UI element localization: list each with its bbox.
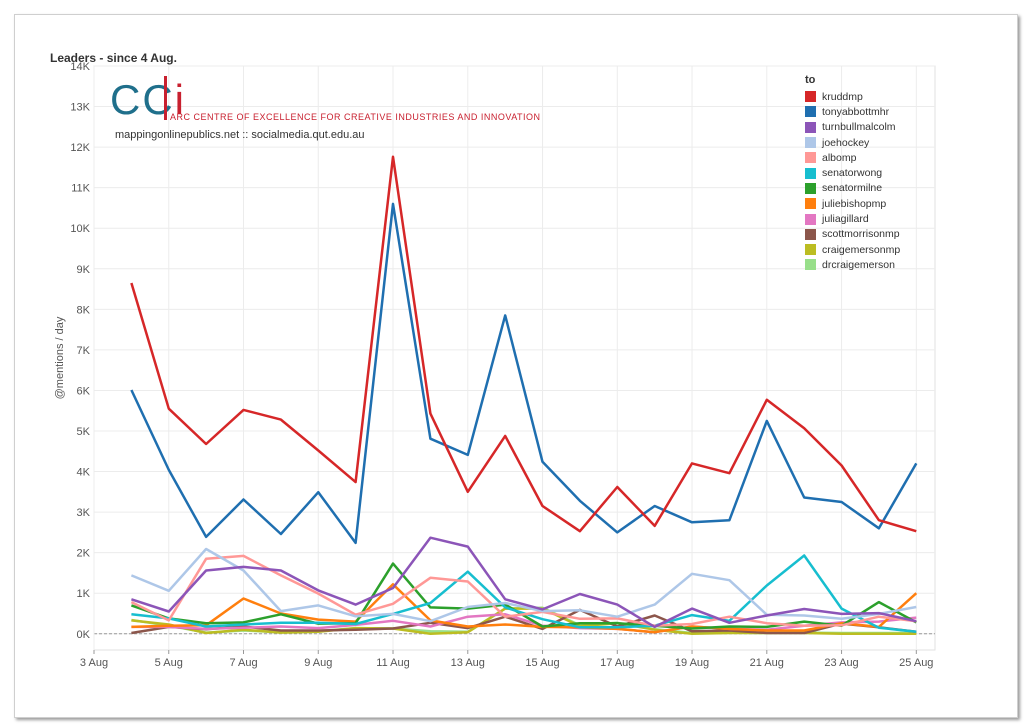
legend-label: drcraigemerson — [822, 258, 895, 271]
legend-item-senatormilne: senatormilne — [805, 181, 930, 196]
x-tick-label: 21 Aug — [750, 657, 784, 669]
legend-title: to — [805, 74, 816, 86]
logo-mark-i-letter: i — [174, 76, 187, 123]
y-tick-label: 7K — [77, 345, 91, 357]
legend: to kruddmp tonyabbottmhr turnbullmalcolm jo… — [805, 74, 930, 273]
legend-swatch — [805, 121, 816, 133]
y-tick-label: 10K — [70, 223, 90, 235]
legend-swatch — [805, 137, 816, 149]
logo-mark-i — [164, 76, 167, 120]
y-tick-label: 6K — [77, 385, 91, 397]
x-tick-label: 13 Aug — [451, 657, 485, 669]
logo-url: mappingonlinepublics.net :: socialmedia.… — [115, 129, 365, 141]
legend-swatch — [805, 152, 816, 164]
y-tick-label: 5K — [77, 426, 91, 438]
logo-mark-letters: CC — [110, 76, 175, 123]
legend-swatch — [805, 259, 816, 271]
legend-items: kruddmp tonyabbottmhr turnbullmalcolm joeho… — [805, 89, 930, 273]
logo-tagline: ARC CENTRE OF EXCELLENCE FOR CREATIVE IN… — [170, 112, 541, 122]
y-tick-label: 13K — [70, 102, 90, 114]
legend-label: juliebishopmp — [822, 197, 887, 210]
x-tick-label: 19 Aug — [675, 657, 709, 669]
legend-label: scottmorrisonmp — [822, 228, 900, 241]
x-tick-label: 5 Aug — [155, 657, 183, 669]
series-line-kruddmp — [130, 155, 917, 533]
y-tick-label: 12K — [70, 142, 90, 154]
legend-item-scottmorrisonmp: scottmorrisonmp — [805, 227, 930, 242]
cci-logo: CCi ARC CENTRE OF EXCELLENCE FOR CREATIV… — [110, 72, 540, 152]
series-line-juliagillard — [131, 613, 917, 634]
legend-item-juliagillard: juliagillard — [805, 211, 930, 226]
logo-mark: CCi — [110, 76, 186, 124]
legend-swatch — [805, 182, 816, 194]
legend-item-juliebishopmp: juliebishopmp — [805, 196, 930, 211]
y-tick-label: 2K — [77, 548, 91, 560]
legend-label: senatorwong — [822, 167, 883, 180]
legend-item-craigemersonmp: craigemersonmp — [805, 242, 930, 257]
x-tick-label: 3 Aug — [80, 657, 108, 669]
legend-label: tonyabbottmhr — [822, 105, 890, 118]
y-tick-label: 0K — [77, 629, 91, 641]
legend-swatch — [805, 198, 816, 210]
x-tick-label: 11 Aug — [376, 657, 409, 669]
chart-title: Leaders - since 4 Aug. — [50, 51, 177, 65]
y-tick-label: 11K — [71, 183, 90, 195]
legend-item-senatorwong: senatorwong — [805, 165, 930, 180]
x-tick-label: 17 Aug — [600, 657, 634, 669]
legend-swatch — [805, 167, 816, 179]
legend-item-turnbullmalcolm: turnbullmalcolm — [805, 120, 930, 135]
legend-swatch — [805, 244, 816, 256]
legend-label: turnbullmalcolm — [822, 121, 896, 134]
legend-item-joehockey: joehockey — [805, 135, 930, 150]
legend-item-kruddmp: kruddmp — [805, 89, 930, 104]
legend-label: joehockey — [822, 136, 870, 149]
series-line-scottmorrisonmp — [131, 608, 917, 635]
x-tick-label: 25 Aug — [899, 657, 933, 669]
legend-swatch — [805, 106, 816, 118]
legend-swatch — [805, 213, 816, 225]
legend-label: kruddmp — [822, 90, 863, 103]
legend-item-tonyabbottmhr: tonyabbottmhr — [805, 104, 930, 119]
series-line-albomp — [130, 554, 917, 627]
legend-swatch — [805, 228, 816, 240]
series-line-tonyabbottmhr — [130, 202, 918, 545]
y-tick-label: 14K — [70, 61, 90, 73]
y-tick-label: 3K — [77, 507, 91, 519]
legend-item-albomp: albomp — [805, 150, 930, 165]
x-tick-label: 9 Aug — [304, 657, 332, 669]
x-tick-label: 15 Aug — [525, 657, 559, 669]
x-tick-label: 23 Aug — [824, 657, 858, 669]
series-line-juliebishopmp — [131, 583, 918, 634]
legend-swatch — [805, 91, 816, 103]
series-line-joehockey — [130, 547, 917, 623]
legend-label: senatormilne — [822, 182, 883, 195]
legend-label: craigemersonmp — [822, 243, 901, 256]
y-tick-label: 1K — [77, 588, 91, 600]
y-tick-label: 9K — [77, 264, 91, 276]
legend-label: juliagillard — [822, 213, 869, 226]
y-tick-label: 8K — [77, 304, 91, 316]
series-line-turnbullmalcolm — [131, 536, 917, 629]
legend-item-drcraigemerson: drcraigemerson — [805, 257, 930, 272]
x-tick-label: 7 Aug — [229, 657, 257, 669]
y-tick-label: 4K — [77, 467, 91, 479]
legend-label: albomp — [822, 151, 857, 164]
